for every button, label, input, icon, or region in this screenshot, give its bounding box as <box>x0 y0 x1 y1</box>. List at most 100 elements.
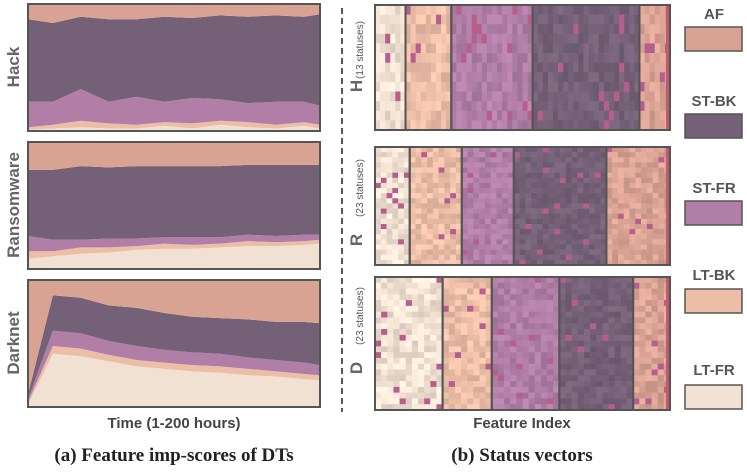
status-cell-st-fr <box>497 317 505 324</box>
status-cell-st-bk <box>608 53 615 63</box>
status-cell-st-fr <box>481 62 488 73</box>
status-cell-af <box>612 152 619 158</box>
status-cell-lt-fr <box>436 346 443 353</box>
status-cell-st-fr <box>467 203 474 209</box>
status-cell-lt-fr <box>386 157 393 163</box>
status-cell-st-bk <box>519 244 526 250</box>
status-cell-lt-bk <box>479 329 486 336</box>
status-cell-lt-bk <box>410 14 416 25</box>
status-cell-st-bk <box>513 182 520 189</box>
status-cell-af <box>612 249 619 256</box>
status-cell-lt-fr <box>375 198 382 204</box>
status-cell-lt-bk <box>442 323 450 330</box>
status-cell-st-fr <box>502 157 509 163</box>
status-cell-st-fr <box>484 254 491 261</box>
status-cell-st-bk <box>513 157 520 163</box>
status-cell-st-bk <box>594 162 601 168</box>
status-cell-lt-bk <box>473 352 480 359</box>
status-cell-lt-fr <box>399 346 407 353</box>
status-cell-af <box>633 369 640 376</box>
status-cell-af <box>644 62 650 73</box>
status-cell-lt-bk <box>455 218 463 225</box>
status-cell-lt-bk <box>405 101 411 112</box>
status-cell-af <box>629 162 636 168</box>
status-cell-st-fr <box>553 375 560 382</box>
status-cell-st-bk <box>602 352 609 359</box>
status-cell-lt-fr <box>392 218 399 225</box>
status-cell-lt-fr <box>399 282 407 289</box>
status-cell-st-bk <box>563 24 569 35</box>
status-cell-st-bk <box>519 157 526 163</box>
status-cell-lt-fr <box>386 188 393 194</box>
status-cell-st-fr <box>497 101 503 112</box>
status-cell-st-bk <box>620 294 628 301</box>
status-cell-st-fr <box>502 110 508 121</box>
status-cell-st-bk <box>525 259 532 266</box>
status-cell-st-bk <box>560 218 567 225</box>
status-cell-st-bk <box>583 33 589 44</box>
status-cell-st-bk <box>608 369 615 376</box>
status-cell-st-bk <box>598 120 605 131</box>
status-cell-st-bk <box>548 167 555 173</box>
status-cell-st-fr <box>491 346 499 353</box>
status-cell-lt-bk <box>425 53 432 63</box>
status-cell-st-bk <box>531 162 538 168</box>
status-cell-st-fr <box>491 369 499 376</box>
status-cell-st-bk <box>571 244 578 250</box>
darknet-label: Darknet <box>4 311 23 375</box>
status-cell-st-fr <box>476 110 483 121</box>
h-edge-stripe <box>666 5 669 130</box>
status-cell-lt-bk <box>421 203 428 209</box>
status-cell-lt-fr <box>390 5 396 15</box>
status-cell-af <box>658 157 665 163</box>
status-cell-lt-fr <box>392 229 399 235</box>
status-cell-st-bk <box>608 375 615 382</box>
status-cell-st-bk <box>602 317 609 324</box>
status-cell-st-bk <box>577 340 585 347</box>
status-cell-st-bk <box>626 323 634 330</box>
status-cell-st-bk <box>596 311 603 318</box>
status-cell-st-bk <box>513 167 520 173</box>
status-cell-st-fr <box>491 323 499 330</box>
status-cell-lt-fr <box>398 259 405 266</box>
status-cell-st-fr <box>466 72 472 83</box>
status-cell-st-bk <box>559 392 566 399</box>
status-cell-st-bk <box>603 33 610 44</box>
status-cell-st-bk <box>558 14 564 25</box>
status-cell-st-bk <box>537 72 544 83</box>
status-cell-st-bk <box>588 81 595 92</box>
status-cell-st-fr <box>461 81 467 92</box>
status-cell-af <box>651 334 659 341</box>
status-cell-lt-fr <box>385 24 391 35</box>
status-cell-lt-bk <box>446 43 452 54</box>
status-cell-af <box>652 213 659 220</box>
status-cell-af <box>639 398 646 405</box>
status-cell-lt-fr <box>436 398 443 405</box>
status-cell-lt-fr <box>375 62 381 73</box>
status-cell-st-fr <box>522 24 528 35</box>
status-cell-lt-bk <box>485 398 493 405</box>
status-cell-st-bk <box>577 249 584 256</box>
status-cell-st-fr <box>456 53 462 63</box>
status-cell-st-bk <box>558 5 564 15</box>
status-cell-st-bk <box>553 43 559 54</box>
status-cell-st-fr <box>502 91 508 102</box>
status-cell-af <box>629 229 636 235</box>
status-cell-st-fr <box>491 311 499 318</box>
status-cell-st-fr <box>517 72 523 83</box>
status-cell-st-bk <box>620 334 628 341</box>
status-cell-lt-bk <box>467 334 474 341</box>
status-cell-st-bk <box>614 101 620 112</box>
status-cell-st-fr <box>522 334 529 341</box>
status-cell-af <box>658 208 665 214</box>
status-cell-st-bk <box>608 329 615 336</box>
status-cell-st-bk <box>531 188 538 194</box>
status-cell-lt-bk <box>427 188 434 194</box>
darknet-area-st-fr <box>28 330 320 402</box>
status-cell-st-fr <box>497 311 505 318</box>
status-cell-lt-fr <box>386 218 393 225</box>
status-cell-lt-bk <box>425 120 432 131</box>
status-cell-st-bk <box>578 33 584 44</box>
status-cell-st-fr <box>486 43 493 54</box>
status-cell-lt-bk <box>410 101 416 112</box>
